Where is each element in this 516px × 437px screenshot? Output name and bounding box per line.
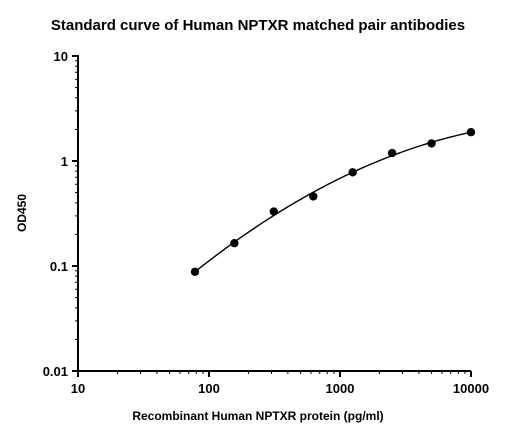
data-point (427, 139, 436, 148)
axis-ticks: 0.01 0.1 1 10 10 100 1000 10000 (43, 49, 489, 396)
data-points (190, 128, 476, 277)
y-tick-label: 0.1 (50, 259, 68, 274)
x-tick-label: 10 (71, 381, 85, 396)
x-tick-label: 100 (198, 381, 220, 396)
y-tick-label: 0.01 (43, 364, 68, 379)
x-axis-label: Recombinant Human NPTXR protein (pg/ml) (132, 409, 383, 423)
y-tick-label: 10 (54, 49, 68, 64)
data-point (466, 128, 476, 137)
data-point (190, 267, 200, 277)
x-tick-label: 10000 (453, 381, 489, 396)
chart-title: Standard curve of Human NPTXR matched pa… (51, 17, 465, 34)
data-point (309, 192, 318, 201)
y-tick-label: 1 (61, 154, 68, 169)
y-axis-label: OD450 (15, 194, 29, 232)
data-point (348, 168, 357, 177)
data-point (387, 148, 397, 158)
x-tick-label: 1000 (326, 381, 355, 396)
data-point (269, 207, 279, 216)
data-point (230, 238, 239, 248)
fit-curve (194, 131, 472, 273)
